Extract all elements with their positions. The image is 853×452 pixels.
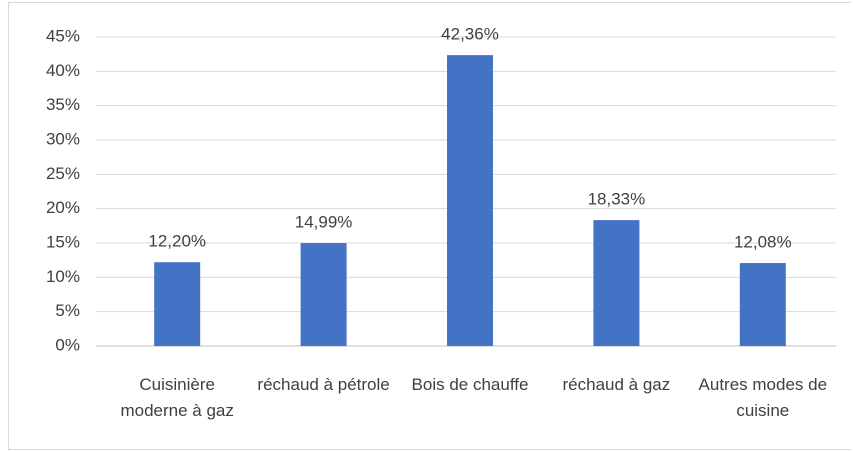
bar <box>739 263 786 346</box>
chart-frame <box>8 2 851 450</box>
x-tick-label: Bois de chauffe <box>411 375 529 394</box>
y-tick-label: 30% <box>46 129 80 148</box>
bar <box>300 243 347 346</box>
y-tick-label: 45% <box>46 26 80 45</box>
data-label: 14,99% <box>295 213 353 232</box>
y-tick-label: 10% <box>46 267 80 286</box>
x-tick-label: réchaud à pétrole <box>257 375 390 394</box>
bar <box>447 55 493 347</box>
data-label: 18,33% <box>588 190 646 209</box>
bar <box>154 262 201 346</box>
x-tick-label: Autres modes de cuisine <box>698 375 828 420</box>
y-tick-label: 35% <box>46 95 80 114</box>
y-tick-label: 25% <box>46 164 80 183</box>
data-label: 42,36% <box>441 25 499 44</box>
y-tick-label: 5% <box>55 301 80 320</box>
y-tick-label: 15% <box>46 232 80 251</box>
y-tick-label: 40% <box>46 61 80 80</box>
y-tick-label: 20% <box>46 198 80 217</box>
bar <box>593 220 640 346</box>
x-tick-label: réchaud à gaz <box>562 375 671 394</box>
data-label: 12,08% <box>734 233 792 252</box>
x-tick-label: Cuisinière moderne à gaz <box>120 375 234 420</box>
y-tick-label: 0% <box>55 335 80 354</box>
data-label: 12,20% <box>148 232 206 251</box>
